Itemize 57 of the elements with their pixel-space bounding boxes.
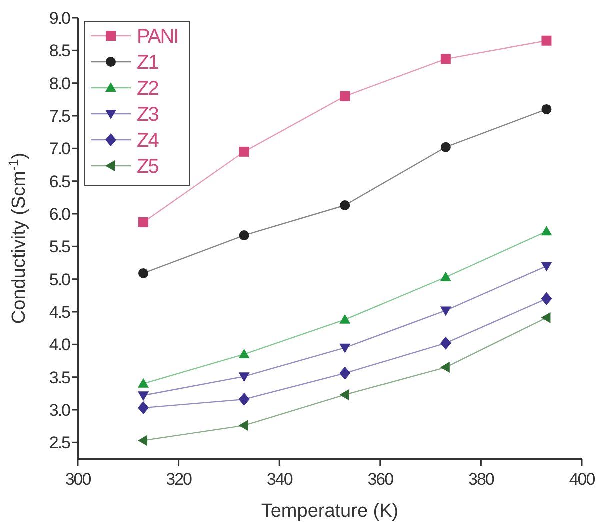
y-tick-label: 4.5 (49, 302, 71, 322)
y-tick-label: 5.5 (49, 238, 71, 257)
point (440, 272, 452, 282)
point (138, 378, 150, 388)
point (340, 389, 350, 400)
legend-label: PANI (137, 26, 178, 48)
point (239, 146, 250, 157)
legend-label: Z5 (137, 156, 160, 178)
point (340, 91, 350, 102)
legend-label: Z4 (137, 130, 160, 152)
x-tick-label: 400 (569, 470, 596, 489)
y-tick-label: 8.0 (49, 74, 71, 94)
point (238, 348, 250, 358)
y-tick-label: 3.5 (49, 368, 71, 388)
point (440, 362, 450, 374)
point (541, 262, 552, 272)
y-tick-label: 3.0 (49, 400, 71, 420)
legend-label: Z1 (137, 52, 160, 74)
point (440, 336, 452, 350)
point (138, 392, 150, 402)
point (542, 104, 552, 114)
x-axis-title: Temperature (K) (261, 501, 399, 522)
point (138, 217, 149, 228)
x-tick-label: 320 (166, 470, 192, 489)
point (238, 372, 250, 382)
x-tick-label: 340 (266, 470, 293, 489)
point (440, 54, 451, 64)
y-tick-label: 6.5 (49, 172, 71, 192)
legend-label: Z2 (137, 78, 160, 100)
point (138, 402, 150, 415)
point (541, 226, 552, 236)
point (340, 200, 350, 210)
point (440, 306, 452, 316)
point (340, 366, 351, 380)
x-tick-label: 360 (368, 470, 394, 489)
point (340, 344, 351, 354)
point (541, 292, 552, 306)
y-tick-label: 4.0 (49, 336, 71, 355)
legend-label: Z3 (137, 104, 160, 126)
y-tick-label: 7.5 (49, 106, 71, 126)
x-tick-label: 380 (468, 470, 494, 489)
point (138, 268, 149, 278)
y-tick-label: 2.5 (49, 434, 71, 453)
y-tick-label: 6.0 (49, 204, 71, 224)
point (239, 230, 250, 241)
x-tick-label: 300 (65, 470, 92, 489)
point (542, 36, 552, 46)
point (238, 420, 248, 432)
point (238, 393, 250, 406)
y-tick-label: 8.5 (49, 42, 71, 61)
point (440, 142, 451, 152)
y-tick-label: 5.0 (49, 270, 71, 290)
point (541, 312, 551, 324)
point (138, 435, 148, 446)
y-tick-label: 9.0 (49, 8, 71, 28)
y-tick-label: 7.0 (49, 140, 71, 159)
point (340, 314, 351, 324)
